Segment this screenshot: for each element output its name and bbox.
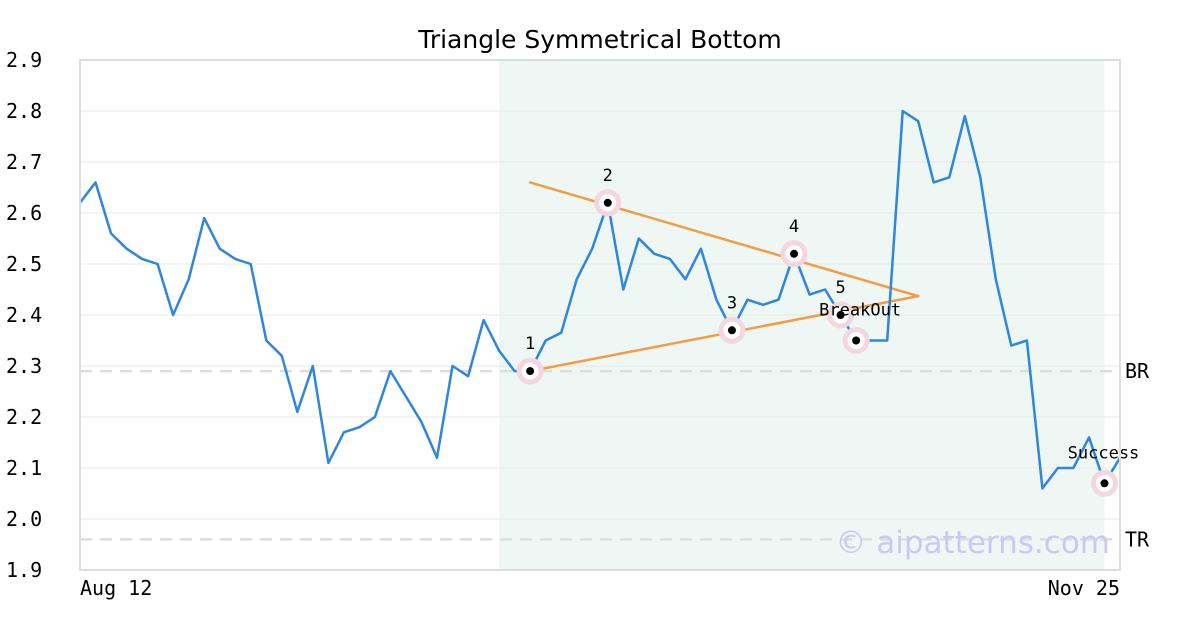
axis-ticks: 2.9 2.8 2.7 2.6 2.5 2.4 2.3 2.2 2.1 2.0 1.9 Aug 12 N…	[6, 48, 1120, 600]
pattern-point-dot	[836, 311, 845, 319]
pattern-point-label: 4	[789, 217, 799, 237]
pattern-point-label: Success	[1068, 443, 1140, 463]
pattern-point-label: 1	[525, 334, 535, 354]
y-tick-label: 2.2	[6, 405, 42, 429]
pattern-point-label: 3	[727, 293, 737, 313]
pattern-point-dot	[1100, 479, 1109, 488]
pattern-points: 1 2 3 4 5 BreakOut Success	[516, 166, 1140, 497]
y-tick-label: 2.5	[6, 252, 42, 276]
pattern-point-label: 5	[835, 278, 845, 298]
pattern-point-dot	[526, 367, 535, 376]
pattern-point-label: 2	[603, 166, 613, 186]
y-tick-label: 2.8	[6, 99, 42, 123]
watermark: © aipatterns.com	[835, 525, 1110, 561]
chart-title: Triangle Symmetrical Bottom	[417, 25, 782, 54]
y-tick-label: 2.1	[6, 456, 42, 480]
price-series	[79, 109, 1122, 490]
y-tick-label: 2.6	[6, 201, 42, 225]
y-tick-label: 2.3	[6, 354, 42, 378]
pattern-point-label: BreakOut	[819, 301, 901, 321]
x-tick-label: Aug 12	[80, 576, 152, 600]
y-tick-label: 2.0	[6, 507, 42, 531]
pattern-point-dot	[790, 249, 799, 258]
plot-frame	[79, 59, 1121, 571]
y-tick-label: 2.7	[6, 150, 42, 174]
y-tick-label: 2.4	[6, 303, 42, 327]
reference-line-label: BR	[1125, 359, 1150, 383]
pattern-point-dot	[603, 198, 612, 207]
y-tick-label: 2.9	[6, 48, 42, 72]
x-tick-label: Nov 25	[1048, 576, 1120, 600]
pattern-point-dot	[727, 326, 736, 335]
y-tick-label: 1.9	[6, 558, 42, 582]
reference-lines: BR TR	[80, 359, 1150, 551]
pattern-point-dot	[852, 336, 861, 345]
reference-line-label: TR	[1125, 527, 1150, 551]
price-line	[79, 109, 1122, 490]
